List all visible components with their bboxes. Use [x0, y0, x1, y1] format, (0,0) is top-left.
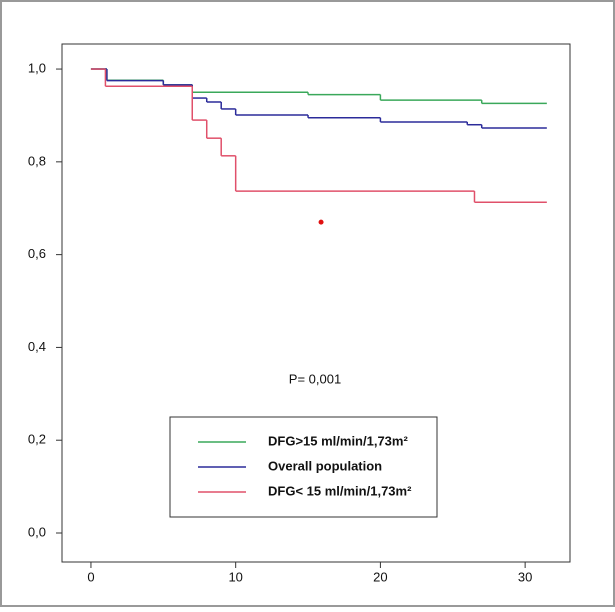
legend-label: DFG< 15 ml/min/1,73m² — [268, 483, 412, 498]
legend-label: Overall population — [268, 458, 382, 473]
y-tick-label: 0,0 — [28, 524, 46, 539]
y-tick-label: 0,4 — [28, 339, 46, 354]
x-tick-label: 20 — [373, 569, 387, 584]
y-tick-label: 0,6 — [28, 246, 46, 261]
annotation: P= 0,001 — [289, 371, 341, 386]
y-tick-label: 0,8 — [28, 153, 46, 168]
marker-point — [318, 219, 324, 225]
x-tick-label: 10 — [228, 569, 242, 584]
x-tick-label: 30 — [518, 569, 532, 584]
y-tick-label: 0,2 — [28, 432, 46, 447]
plot-frame — [61, 43, 571, 563]
legend-label: DFG>15 ml/min/1,73m² — [268, 433, 408, 448]
y-tick-label: 1,0 — [28, 60, 46, 75]
x-tick-label: 0 — [87, 569, 94, 584]
